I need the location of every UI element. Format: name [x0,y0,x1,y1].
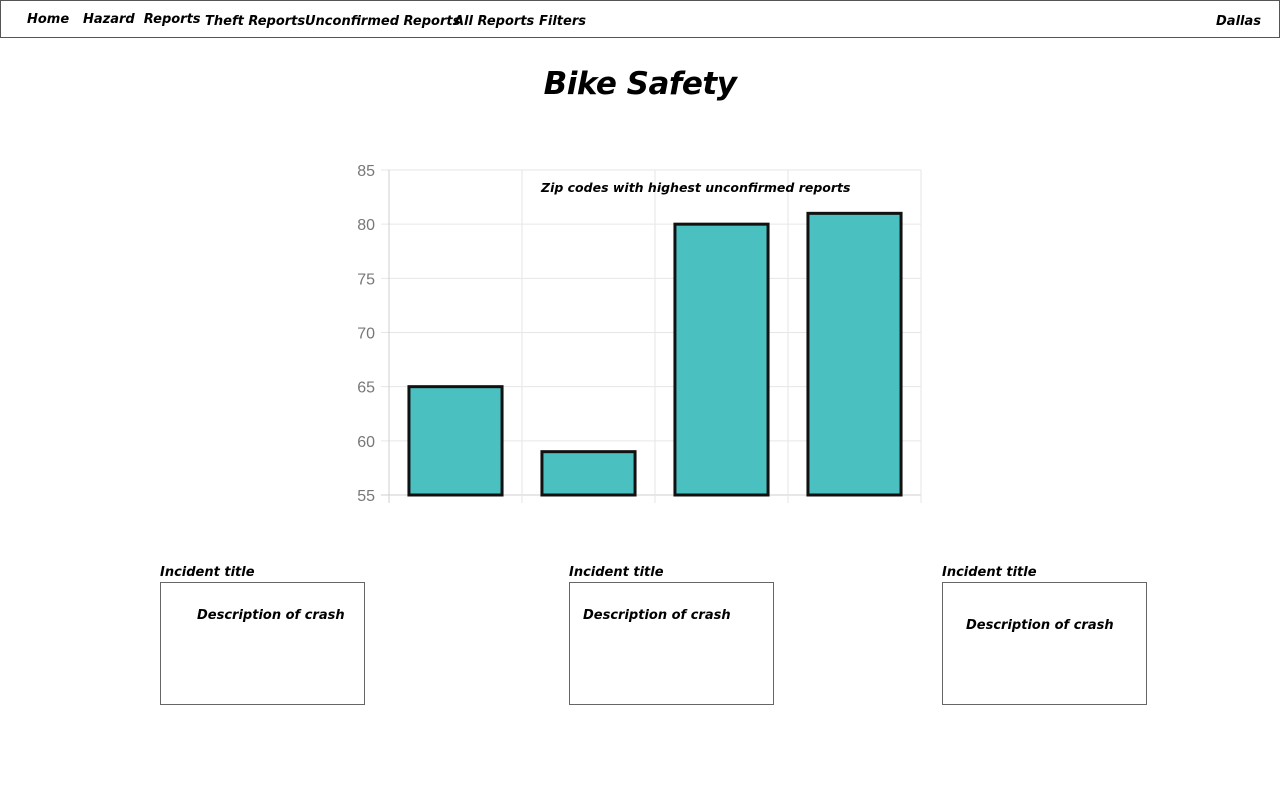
incident-title: Incident title [942,565,1037,580]
y-tick-label: 80 [357,217,375,234]
y-tick-label: 75 [357,271,375,288]
nav-all-reports-link[interactable]: All Reports [454,14,535,29]
y-tick-label: 70 [357,326,375,343]
y-tick-label: 55 [357,488,375,505]
incident-card[interactable]: Description of crash [942,582,1147,705]
chart-y-axis: 55 60 65 70 75 80 85 [357,163,375,505]
top-navbar: Home Hazard Reports Theft Reports Unconf… [0,0,1280,38]
page-title: Bike Safety [543,66,737,102]
chart-bar[interactable] [540,450,637,497]
nav-theft-reports-link[interactable]: Theft Reports [205,14,306,29]
incident-description: Description of crash [966,618,1114,633]
incident-description: Description of crash [583,608,731,623]
chart-bar[interactable] [806,211,903,497]
chart-title: Zip codes with highest unconfirmed repor… [540,180,850,195]
city-selector[interactable]: Dallas [1216,14,1261,29]
incident-title: Incident title [160,565,255,580]
bar-chart: 55 60 65 70 75 80 85 Zip codes with highest un… [357,163,922,505]
incident-title: Incident title [569,565,664,580]
chart-bar[interactable] [673,222,770,497]
incident-card[interactable]: Description of crash [569,582,774,705]
chart-bar[interactable] [407,385,504,497]
nav-filters-link[interactable]: Filters [539,14,586,29]
y-tick-label: 65 [357,380,375,397]
y-tick-label: 85 [357,163,375,180]
y-tick-label: 60 [357,434,375,451]
nav-home-link[interactable]: Home [27,12,70,27]
chart-bars [407,211,903,497]
nav-hazard-reports-link[interactable]: Hazard Reports [83,12,201,27]
nav-unconfirmed-reports-link[interactable]: Unconfirmed Reports [305,14,461,29]
incident-description: Description of crash [197,608,345,623]
incident-card[interactable]: Description of crash [160,582,365,705]
